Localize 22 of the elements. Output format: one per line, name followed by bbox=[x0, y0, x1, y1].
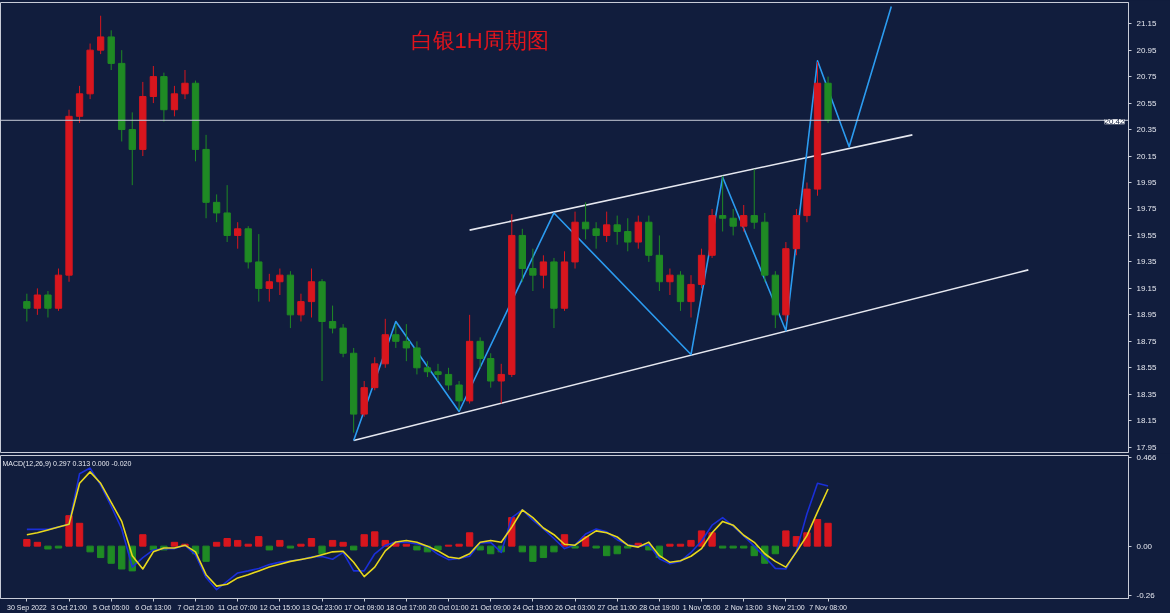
y-tick-label: 18.35 bbox=[1136, 389, 1158, 399]
y-tick-label: 18.15 bbox=[1136, 416, 1158, 426]
y-tick-label: 0.466 bbox=[1136, 452, 1158, 462]
y-tick-label: 21.15 bbox=[1136, 19, 1158, 29]
y-tick-label: 20.55 bbox=[1136, 98, 1158, 108]
y-tick-label: 19.15 bbox=[1136, 283, 1158, 293]
text: 白银1H周期图 bbox=[410, 27, 549, 53]
y-tick-label: 19.75 bbox=[1136, 204, 1158, 214]
y-tick-label: 0.00 bbox=[1136, 541, 1153, 551]
y-tick-label: 18.75 bbox=[1136, 336, 1158, 346]
y-tick-label: 18.95 bbox=[1136, 310, 1158, 320]
y-tick-label: 17.95 bbox=[1136, 442, 1158, 452]
y-tick-label: 20.35 bbox=[1136, 125, 1158, 135]
y-tick-label: 20.95 bbox=[1136, 45, 1158, 55]
ref-line-label: 20.42 bbox=[1104, 117, 1126, 127]
y-tick-label: 20.15 bbox=[1136, 151, 1158, 161]
y-tick-label: 19.95 bbox=[1136, 178, 1158, 187]
y-tick-label: 20.75 bbox=[1136, 72, 1158, 82]
y-tick-label: 18.55 bbox=[1136, 363, 1158, 373]
y-tick-label: -0.26 bbox=[1136, 591, 1156, 601]
y-tick-label: 19.35 bbox=[1136, 257, 1158, 267]
y-tick-label: 19.55 bbox=[1136, 230, 1158, 240]
